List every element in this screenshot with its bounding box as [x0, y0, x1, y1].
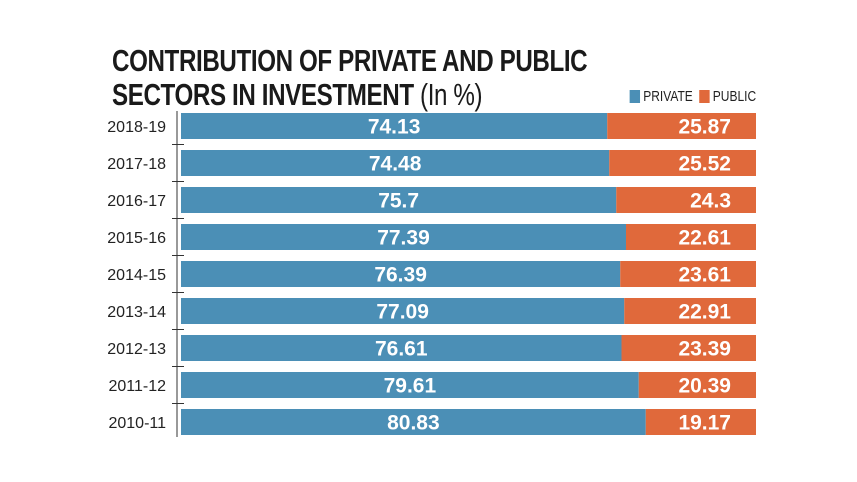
- data-label-private: 74.13: [368, 116, 421, 139]
- bar-private: [181, 409, 646, 435]
- title-line-1: CONTRIBUTION OF PRIVATE AND PUBLIC: [112, 43, 588, 78]
- bar-private: [181, 187, 617, 213]
- y-tick-label: 2012-13: [107, 341, 166, 358]
- data-label-public: 25.52: [678, 153, 731, 176]
- data-label-public: 20.39: [678, 375, 731, 398]
- y-tick-label: 2013-14: [107, 304, 166, 321]
- data-label-public: 19.17: [678, 412, 731, 435]
- bar-private: [181, 224, 626, 250]
- bar-private: [181, 113, 608, 139]
- bar-public: [625, 224, 756, 250]
- bar-public: [607, 113, 756, 139]
- data-label-public: 23.61: [678, 264, 731, 287]
- y-tick-label: 2010-11: [108, 415, 166, 432]
- data-label-public: 22.61: [678, 227, 731, 250]
- data-label-private: 77.39: [377, 227, 430, 250]
- bar-private: [181, 335, 622, 361]
- data-label-private: 74.48: [369, 153, 422, 176]
- y-tick-label: 2011-12: [108, 378, 166, 395]
- data-label-private: 76.61: [375, 338, 428, 361]
- legend: PRIVATE PUBLIC: [623, 88, 756, 105]
- y-tick-label: 2014-15: [107, 267, 166, 284]
- data-label-public: 24.3: [690, 190, 731, 213]
- data-label-private: 77.09: [376, 301, 429, 324]
- legend-label-private: PRIVATE: [643, 88, 693, 105]
- bar-public: [621, 335, 756, 361]
- legend-swatch-public: [699, 90, 710, 103]
- bar-public: [624, 298, 756, 324]
- bar-private: [181, 298, 625, 324]
- bar-private: [181, 150, 610, 176]
- data-label-private: 80.83: [387, 412, 440, 435]
- data-label-public: 23.39: [678, 338, 731, 361]
- data-label-public: 22.91: [678, 301, 731, 324]
- y-tick-label: 2018-19: [107, 119, 166, 136]
- data-label-private: 75.7: [378, 190, 419, 213]
- legend-swatch-private: [629, 90, 640, 103]
- bar-public: [645, 409, 756, 435]
- y-tick-label: 2017-18: [107, 156, 166, 173]
- bar-private: [181, 261, 621, 287]
- title-line-2: SECTORS IN INVESTMENT: [112, 77, 414, 112]
- data-label-public: 25.87: [678, 116, 731, 139]
- legend-label-public: PUBLIC: [712, 88, 756, 105]
- bar-public: [616, 187, 756, 213]
- y-tick-label: 2016-17: [107, 193, 166, 210]
- bar-private: [181, 372, 639, 398]
- chart-title: CONTRIBUTION OF PRIVATE AND PUBLIC SECTO…: [112, 43, 588, 112]
- bar-public: [620, 261, 756, 287]
- bar-public: [638, 372, 756, 398]
- data-label-private: 79.61: [384, 375, 437, 398]
- bar-public: [609, 150, 756, 176]
- data-label-private: 76.39: [374, 264, 427, 287]
- title-unit: (In %): [420, 77, 483, 112]
- y-tick-label: 2015-16: [107, 230, 166, 247]
